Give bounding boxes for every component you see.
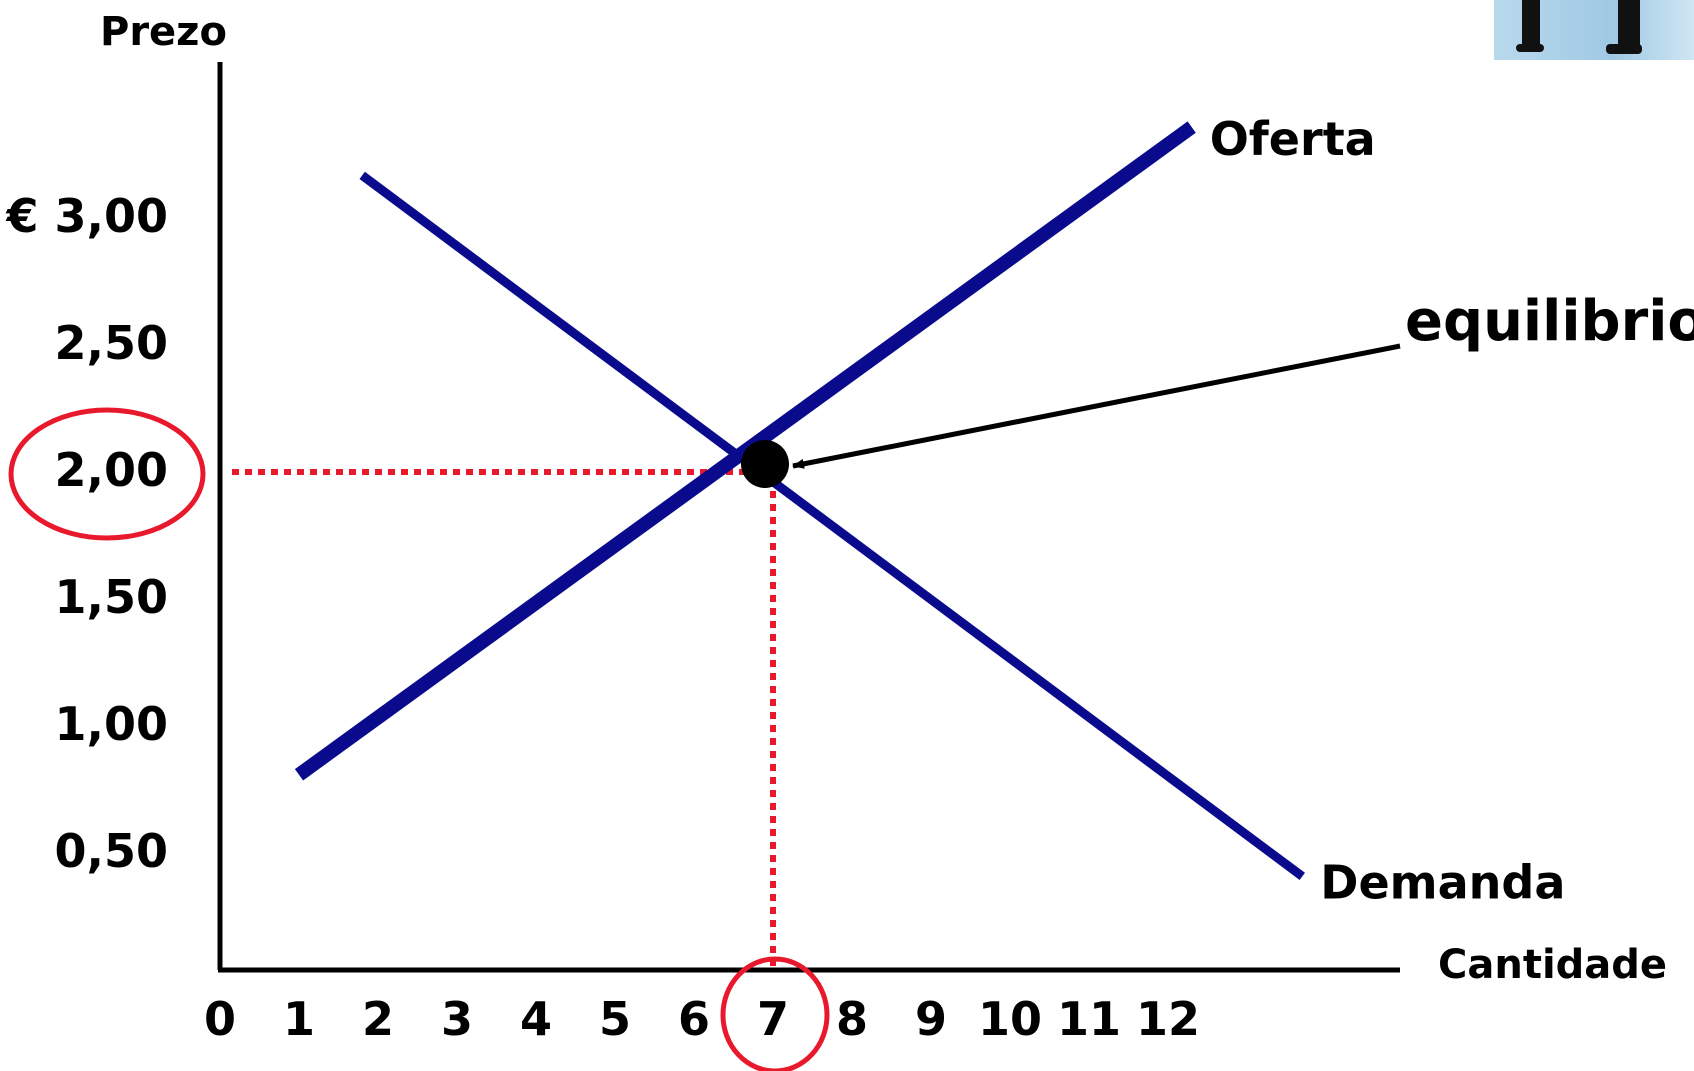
equilibrium-point: [741, 440, 789, 488]
x-tick-labels: 0 1 2 3 4 5 6 7 8 9 10 11 12: [204, 992, 1200, 1046]
y-tick-label: 0,50: [55, 824, 169, 878]
x-tick-label: 12: [1136, 992, 1200, 1046]
y-tick-label: 1,00: [55, 697, 169, 751]
y-tick-label: 2,00: [55, 443, 169, 497]
x-axis-title: Cantidade: [1438, 942, 1667, 988]
y-tick-labels: € 3,00 2,50 2,00 1,50 1,00 0,50: [5, 189, 168, 878]
x-tick-label: 0: [204, 992, 236, 1046]
x-tick-label: 9: [915, 992, 947, 1046]
x-tick-label: 7: [757, 992, 789, 1046]
x-tick-label: 11: [1057, 992, 1121, 1046]
y-axis-title: Prezo: [100, 9, 227, 55]
equilibrium-quantity-highlight: [720, 956, 830, 1071]
y-tick-label: 1,50: [55, 570, 169, 624]
equilibrium-label: equilibrio: [1405, 289, 1694, 354]
equilibrium-arrow: [792, 343, 1401, 469]
x-tick-label: 4: [520, 992, 552, 1046]
y-tick-label: € 3,00: [5, 189, 168, 243]
y-tick-label: 2,50: [55, 316, 169, 370]
x-tick-label: 3: [441, 992, 473, 1046]
x-tick-label: 5: [599, 992, 631, 1046]
x-tick-label: 8: [836, 992, 868, 1046]
x-tick-label: 1: [283, 992, 315, 1046]
demand-label: Demanda: [1320, 855, 1565, 909]
x-tick-label: 2: [362, 992, 394, 1046]
supply-label: Oferta: [1210, 112, 1376, 166]
demand-line: [359, 171, 1305, 881]
x-tick-label: 6: [678, 992, 710, 1046]
equilibrium-price-highlight: [8, 407, 206, 541]
x-tick-label: 10: [978, 992, 1042, 1046]
corner-photo: [1494, 0, 1694, 60]
